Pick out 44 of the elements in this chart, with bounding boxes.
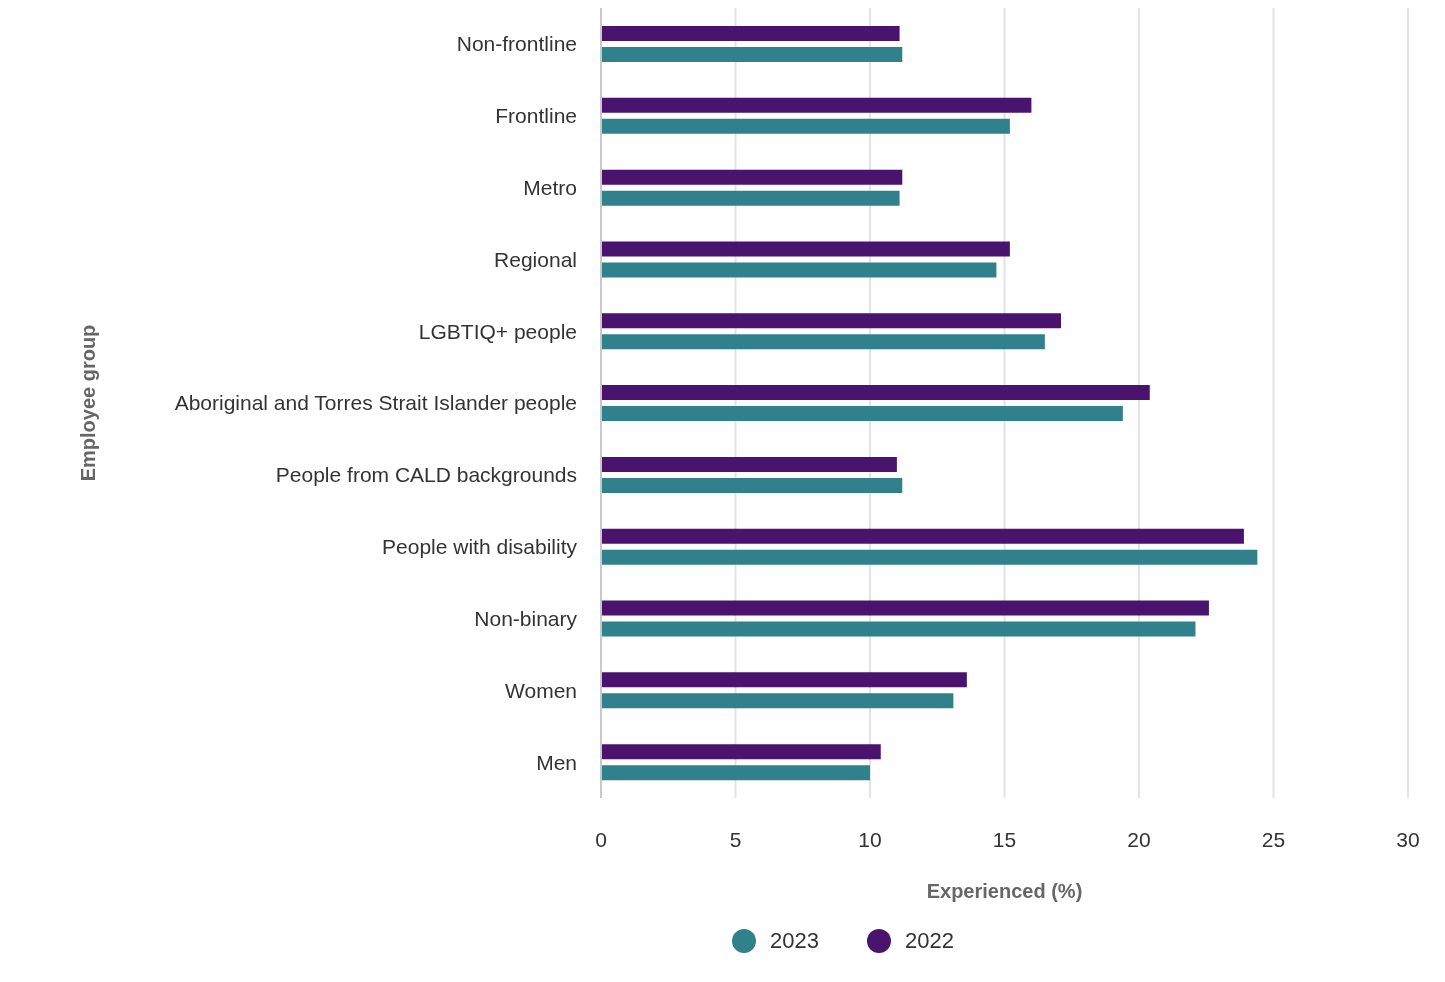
- bar: [601, 385, 1150, 401]
- y-tick-label: Metro: [523, 176, 577, 199]
- legend-label: 2023: [770, 928, 819, 954]
- x-tick-label: 5: [729, 827, 742, 851]
- bar: [601, 334, 1045, 350]
- x-tick-label: 15: [992, 827, 1017, 851]
- x-tick-label: 0: [595, 827, 607, 851]
- bar: [601, 169, 903, 185]
- bar: [601, 621, 1196, 637]
- y-tick-label: LGBTIQ+ people: [418, 319, 577, 343]
- bar: [601, 241, 1010, 257]
- y-tick-label: Women: [505, 678, 577, 702]
- bar: [601, 406, 1123, 422]
- y-tick-label: People with disability: [382, 535, 578, 559]
- bar: [601, 47, 903, 62]
- bar: [601, 765, 870, 781]
- x-tick-label: 10: [858, 827, 882, 851]
- legend-label: 2022: [905, 928, 954, 954]
- x-tick-label: 20: [1127, 827, 1151, 851]
- y-axis-title: Employee group: [77, 324, 100, 482]
- y-tick-label: Frontline: [495, 104, 577, 128]
- y-tick-label: Men: [536, 750, 577, 774]
- bar: [601, 118, 1010, 134]
- y-tick-label: Aboriginal and Torres Strait Islander people: [174, 391, 577, 415]
- bar: [601, 672, 967, 688]
- bar: [601, 313, 1061, 329]
- bar: [601, 262, 997, 278]
- bar: [601, 190, 900, 206]
- bar: [601, 456, 897, 472]
- bar: [601, 600, 1209, 616]
- y-tick-label: Regional: [494, 247, 577, 271]
- y-tick-label: Non-frontline: [456, 32, 577, 56]
- x-tick-label: 30: [1396, 827, 1420, 851]
- bar: [601, 528, 1244, 544]
- bar: [601, 693, 954, 709]
- x-tick-label: 25: [1261, 827, 1286, 851]
- y-tick-label: People from CALD backgrounds: [275, 463, 577, 487]
- bar: [601, 26, 900, 41]
- x-axis-title: Experienced (%): [926, 880, 1083, 902]
- y-tick-label: Non-binary: [474, 606, 578, 630]
- bar: [601, 744, 881, 760]
- bar: [601, 549, 1258, 565]
- bar: [601, 477, 903, 493]
- bar: [601, 97, 1032, 113]
